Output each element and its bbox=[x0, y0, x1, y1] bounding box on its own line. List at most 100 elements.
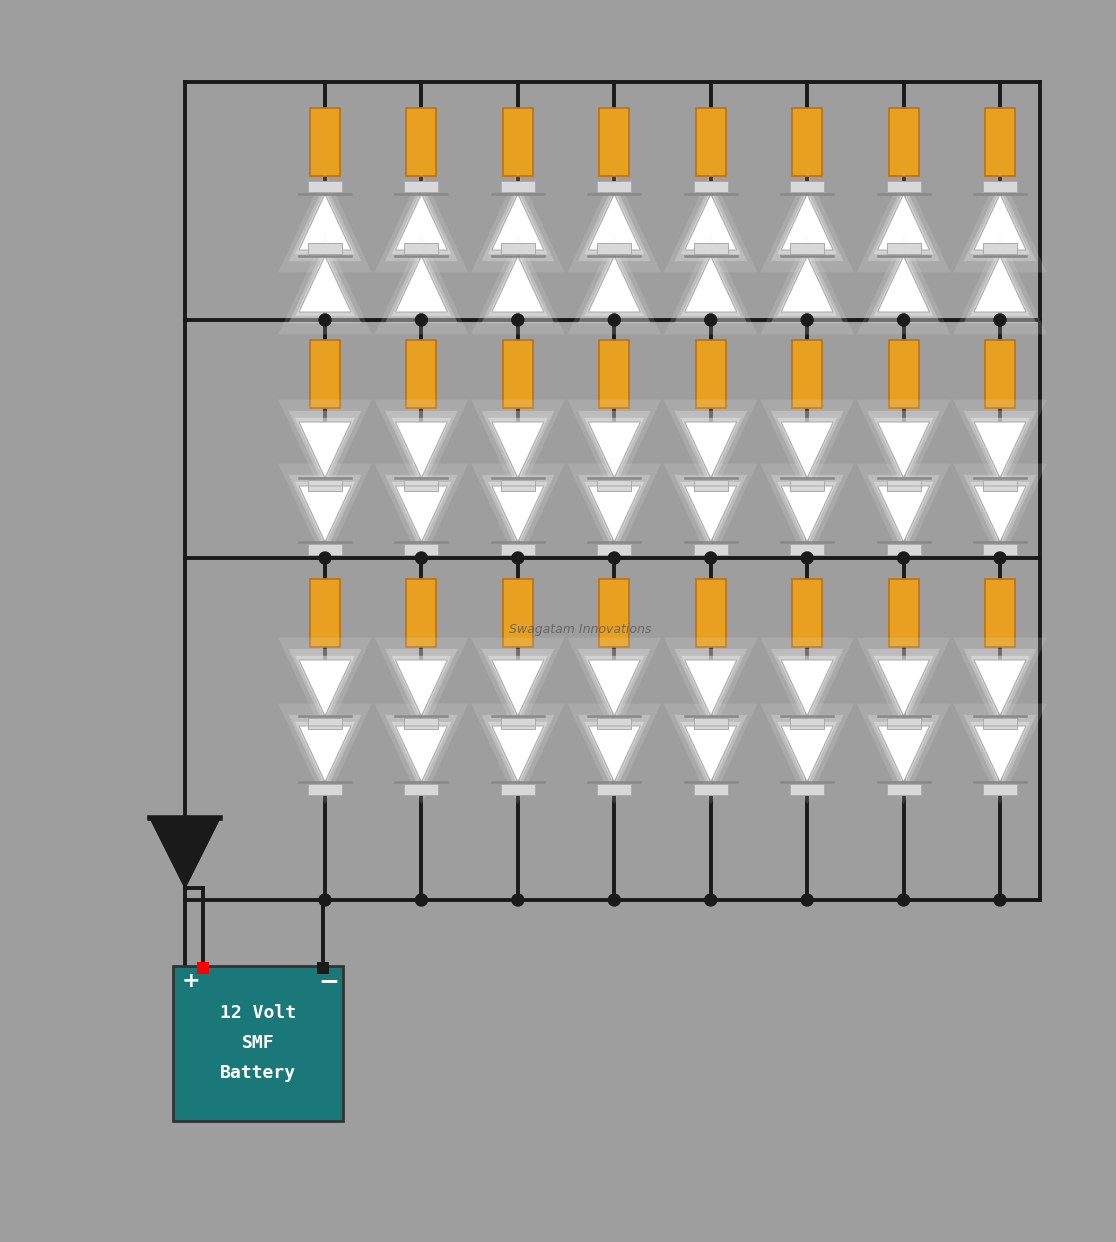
Circle shape bbox=[994, 314, 1006, 325]
FancyBboxPatch shape bbox=[404, 243, 439, 255]
Polygon shape bbox=[777, 722, 837, 786]
Polygon shape bbox=[481, 245, 555, 323]
Circle shape bbox=[704, 894, 716, 905]
FancyBboxPatch shape bbox=[983, 181, 1017, 193]
FancyBboxPatch shape bbox=[597, 479, 632, 491]
Polygon shape bbox=[299, 422, 352, 478]
FancyBboxPatch shape bbox=[308, 544, 341, 555]
Polygon shape bbox=[585, 417, 644, 482]
Polygon shape bbox=[963, 474, 1037, 553]
Polygon shape bbox=[375, 233, 469, 334]
Polygon shape bbox=[289, 245, 362, 323]
Polygon shape bbox=[963, 245, 1037, 323]
FancyBboxPatch shape bbox=[503, 108, 532, 176]
Polygon shape bbox=[953, 637, 1047, 739]
Polygon shape bbox=[974, 422, 1026, 478]
Polygon shape bbox=[867, 474, 940, 553]
Polygon shape bbox=[578, 183, 651, 261]
FancyBboxPatch shape bbox=[792, 340, 822, 409]
Circle shape bbox=[897, 314, 910, 325]
FancyBboxPatch shape bbox=[406, 340, 436, 409]
FancyBboxPatch shape bbox=[983, 784, 1017, 795]
FancyBboxPatch shape bbox=[886, 479, 921, 491]
Polygon shape bbox=[295, 656, 355, 720]
Polygon shape bbox=[685, 256, 737, 312]
Polygon shape bbox=[295, 482, 355, 546]
Polygon shape bbox=[664, 463, 758, 564]
Polygon shape bbox=[278, 233, 372, 334]
Polygon shape bbox=[492, 486, 543, 542]
Polygon shape bbox=[278, 400, 372, 501]
FancyBboxPatch shape bbox=[597, 784, 632, 795]
Polygon shape bbox=[953, 463, 1047, 564]
FancyBboxPatch shape bbox=[886, 181, 921, 193]
Polygon shape bbox=[585, 482, 644, 546]
FancyBboxPatch shape bbox=[308, 243, 341, 255]
Polygon shape bbox=[877, 727, 930, 782]
Polygon shape bbox=[874, 417, 933, 482]
Polygon shape bbox=[488, 722, 548, 786]
Polygon shape bbox=[289, 411, 362, 489]
Polygon shape bbox=[777, 252, 837, 317]
Polygon shape bbox=[471, 171, 565, 272]
Polygon shape bbox=[771, 474, 844, 553]
Polygon shape bbox=[970, 482, 1030, 546]
Circle shape bbox=[512, 894, 523, 905]
Polygon shape bbox=[970, 417, 1030, 482]
Polygon shape bbox=[588, 727, 641, 782]
FancyBboxPatch shape bbox=[694, 718, 728, 729]
Polygon shape bbox=[289, 648, 362, 728]
Circle shape bbox=[801, 894, 814, 905]
Polygon shape bbox=[781, 422, 834, 478]
Polygon shape bbox=[278, 463, 372, 564]
Polygon shape bbox=[685, 727, 737, 782]
Polygon shape bbox=[289, 474, 362, 553]
Polygon shape bbox=[771, 715, 844, 794]
Polygon shape bbox=[567, 637, 661, 739]
Polygon shape bbox=[585, 656, 644, 720]
Polygon shape bbox=[395, 422, 448, 478]
FancyBboxPatch shape bbox=[886, 544, 921, 555]
Circle shape bbox=[415, 894, 427, 905]
Polygon shape bbox=[877, 256, 930, 312]
Circle shape bbox=[319, 894, 331, 905]
FancyBboxPatch shape bbox=[983, 479, 1017, 491]
Polygon shape bbox=[588, 256, 641, 312]
Polygon shape bbox=[771, 411, 844, 489]
Polygon shape bbox=[385, 411, 458, 489]
Polygon shape bbox=[874, 482, 933, 546]
Polygon shape bbox=[777, 656, 837, 720]
Polygon shape bbox=[492, 422, 543, 478]
Polygon shape bbox=[867, 183, 940, 261]
Polygon shape bbox=[492, 727, 543, 782]
Polygon shape bbox=[681, 722, 741, 786]
Polygon shape bbox=[385, 474, 458, 553]
Polygon shape bbox=[488, 252, 548, 317]
Polygon shape bbox=[578, 411, 651, 489]
Polygon shape bbox=[278, 704, 372, 805]
Polygon shape bbox=[289, 183, 362, 261]
FancyBboxPatch shape bbox=[597, 181, 632, 193]
FancyBboxPatch shape bbox=[404, 718, 439, 729]
FancyBboxPatch shape bbox=[983, 718, 1017, 729]
Polygon shape bbox=[760, 400, 854, 501]
Polygon shape bbox=[567, 400, 661, 501]
Polygon shape bbox=[299, 256, 352, 312]
FancyBboxPatch shape bbox=[695, 108, 725, 176]
Polygon shape bbox=[760, 637, 854, 739]
Polygon shape bbox=[588, 660, 641, 715]
Polygon shape bbox=[674, 715, 747, 794]
FancyBboxPatch shape bbox=[501, 544, 535, 555]
Circle shape bbox=[608, 894, 620, 905]
Circle shape bbox=[897, 551, 910, 564]
Polygon shape bbox=[685, 486, 737, 542]
Polygon shape bbox=[963, 648, 1037, 728]
Polygon shape bbox=[681, 417, 741, 482]
Polygon shape bbox=[481, 474, 555, 553]
FancyBboxPatch shape bbox=[597, 718, 632, 729]
Polygon shape bbox=[674, 183, 747, 261]
Polygon shape bbox=[760, 171, 854, 272]
Polygon shape bbox=[567, 233, 661, 334]
Polygon shape bbox=[963, 411, 1037, 489]
FancyBboxPatch shape bbox=[501, 243, 535, 255]
